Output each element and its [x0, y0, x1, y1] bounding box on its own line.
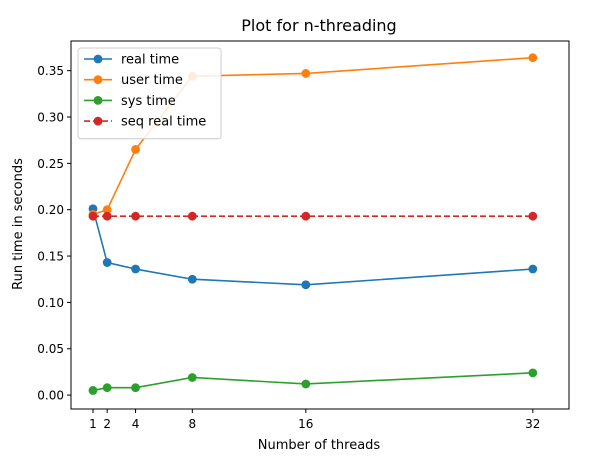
x-tick-label: 1 — [89, 417, 97, 431]
x-tick-label: 4 — [132, 417, 140, 431]
data-point-3-5 — [528, 211, 538, 221]
series-line-0 — [92, 208, 533, 286]
y-tick-label: 0.15 — [37, 250, 64, 264]
legend-label-3: seq real time — [121, 115, 206, 130]
y-tick-label: 0.30 — [37, 111, 64, 125]
legend-marker-2 — [93, 96, 103, 105]
series-line-2 — [92, 372, 533, 392]
data-point-1-2 — [131, 145, 140, 154]
data-point-0-5 — [528, 264, 538, 274]
data-point-3-1 — [102, 211, 112, 221]
x-tick-label: 2 — [103, 417, 111, 431]
y-tick-label: 0.25 — [37, 157, 64, 171]
y-tick-label: 0.10 — [37, 296, 64, 310]
legend-marker-0 — [93, 54, 103, 64]
data-point-1-5 — [528, 53, 538, 63]
data-point-0-4 — [301, 280, 311, 290]
data-point-0-2 — [131, 264, 140, 274]
data-point-2-4 — [301, 379, 311, 389]
legend-label-1: user time — [121, 73, 183, 88]
y-tick-label: 0.05 — [37, 342, 64, 356]
legend-label-0: real time — [121, 53, 179, 68]
data-point-3-3 — [187, 211, 197, 221]
chart-title: Plot for n-threading — [241, 16, 396, 35]
legend-box — [77, 47, 222, 140]
legend-marker-3 — [93, 116, 103, 126]
x-tick-label: 8 — [188, 417, 196, 431]
data-point-2-2 — [131, 383, 140, 393]
y-axis-label: Run time in seconds — [11, 158, 26, 290]
data-point-1-1 — [102, 205, 112, 215]
axes-frame — [70, 40, 570, 410]
y-tick-label: 0.20 — [37, 203, 64, 217]
data-point-2-0 — [88, 386, 98, 395]
data-point-3-0 — [88, 211, 98, 221]
legend-label-2: sys time — [121, 94, 176, 109]
data-point-0-1 — [102, 258, 112, 267]
x-tick-label: 32 — [525, 417, 540, 431]
data-point-1-4 — [301, 69, 311, 78]
data-point-3-4 — [301, 211, 311, 221]
legend-marker-1 — [93, 75, 103, 85]
x-tick-label: 16 — [298, 417, 313, 431]
y-tick-label: 0.00 — [37, 389, 64, 403]
data-point-3-2 — [131, 211, 140, 221]
data-point-0-3 — [187, 274, 197, 284]
legend: real time user time sys time seq real time — [77, 47, 222, 140]
data-point-2-5 — [528, 368, 538, 378]
data-point-2-3 — [187, 373, 197, 382]
y-tick-label: 0.35 — [37, 64, 64, 78]
data-point-2-1 — [102, 383, 112, 393]
x-axis-label: Number of threads — [258, 438, 381, 453]
